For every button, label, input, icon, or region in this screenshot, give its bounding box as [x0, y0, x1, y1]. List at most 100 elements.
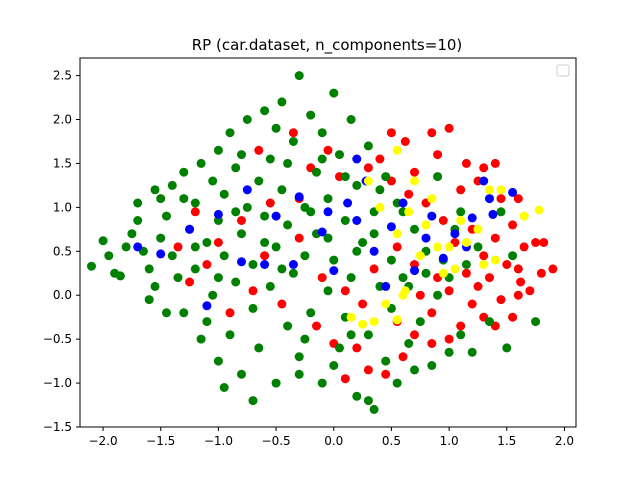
scatter-point: [513, 194, 523, 204]
scatter-point: [415, 251, 425, 261]
scatter-point: [288, 268, 298, 278]
scatter-point: [271, 123, 281, 133]
scatter-point: [375, 202, 385, 212]
scatter-point: [352, 391, 362, 401]
scatter-point: [488, 209, 498, 219]
scatter-point: [392, 229, 402, 239]
y-tick-label: −1.5: [43, 420, 72, 434]
scatter-point: [225, 330, 235, 340]
scatter-point: [162, 308, 171, 318]
scatter-point: [254, 343, 264, 353]
scatter-point: [398, 273, 408, 283]
scatter-point: [231, 207, 241, 217]
scatter-point: [260, 106, 270, 116]
scatter-point: [202, 301, 212, 311]
scatter-point: [162, 211, 171, 221]
scatter-point: [461, 260, 471, 269]
scatter-point: [340, 286, 350, 296]
scatter-point: [231, 163, 241, 173]
scatter-point: [427, 211, 437, 221]
scatter-point: [363, 396, 373, 406]
scatter-point: [150, 281, 160, 291]
legend-box: [556, 64, 570, 77]
scatter-point: [271, 211, 281, 221]
scatter-point: [502, 260, 512, 269]
scatter-point: [265, 198, 275, 208]
scatter-point: [288, 137, 298, 146]
scatter-point: [508, 220, 518, 230]
scatter-point: [179, 194, 189, 204]
scatter-point: [317, 378, 327, 388]
scatter-point: [329, 361, 339, 370]
scatter-point: [208, 176, 218, 186]
scatter-point: [525, 286, 535, 296]
scatter-point: [343, 198, 353, 208]
scatter-point: [237, 257, 246, 267]
scatter-point: [433, 242, 443, 252]
scatter-point: [415, 290, 425, 300]
scatter-point: [404, 339, 414, 348]
scatter-point: [283, 220, 293, 230]
x-tick-label: 0.5: [382, 434, 401, 448]
scatter-point: [381, 356, 391, 366]
scatter-point: [300, 334, 310, 344]
scatter-point: [167, 180, 177, 190]
scatter-point: [444, 242, 454, 252]
scatter-point: [467, 347, 477, 357]
scatter-point: [444, 347, 454, 357]
scatter-point: [306, 110, 316, 120]
x-tick-label: 1.5: [497, 434, 516, 448]
y-tick-label: −0.5: [43, 332, 72, 346]
scatter-point: [363, 141, 373, 151]
scatter-point: [461, 158, 471, 168]
y-tick-label: 2.5: [53, 69, 72, 83]
scatter-point: [548, 264, 558, 274]
scatter-point: [456, 207, 466, 217]
scatter-point: [358, 319, 368, 329]
scatter-point: [461, 238, 471, 247]
scatter-point: [381, 281, 391, 291]
scatter-point: [202, 317, 212, 327]
scatter-point: [190, 242, 200, 252]
scatter-point: [415, 317, 425, 327]
scatter-point: [369, 264, 379, 274]
scatter-point: [260, 211, 270, 221]
scatter-point: [479, 163, 489, 173]
scatter-point: [317, 227, 327, 237]
scatter-point: [479, 251, 489, 261]
scatter-point: [410, 266, 419, 276]
scatter-point: [386, 222, 396, 232]
scatter-point: [392, 378, 402, 388]
scatter-point: [190, 207, 200, 217]
scatter-point: [433, 290, 443, 300]
scatter-point: [277, 97, 287, 107]
scatter-point: [231, 277, 241, 287]
scatter-point: [179, 308, 189, 318]
scatter-point: [450, 264, 460, 274]
scatter-point: [225, 308, 235, 318]
scatter-point: [444, 286, 454, 296]
scatter-point: [438, 253, 448, 263]
scatter-point: [404, 207, 414, 217]
scatter-point: [271, 378, 281, 388]
scatter-point: [381, 369, 391, 379]
scatter-point: [185, 277, 195, 287]
scatter-point: [508, 251, 518, 261]
scatter-point: [427, 308, 437, 318]
scatter-point: [363, 330, 373, 340]
scatter-point: [410, 330, 419, 340]
scatter-point: [392, 145, 402, 155]
scatter-point: [346, 115, 356, 124]
scatter-point: [346, 273, 356, 283]
scatter-point: [433, 150, 443, 160]
scatter-point: [369, 317, 379, 327]
scatter-point: [306, 308, 316, 318]
scatter-point: [513, 290, 523, 300]
scatter-point: [265, 154, 275, 164]
scatter-point: [237, 369, 246, 379]
scatter-point: [519, 211, 529, 221]
scatter-point: [381, 299, 391, 309]
scatter-point: [369, 229, 379, 239]
scatter-point: [375, 154, 385, 164]
x-tick-label: 1.0: [440, 434, 459, 448]
